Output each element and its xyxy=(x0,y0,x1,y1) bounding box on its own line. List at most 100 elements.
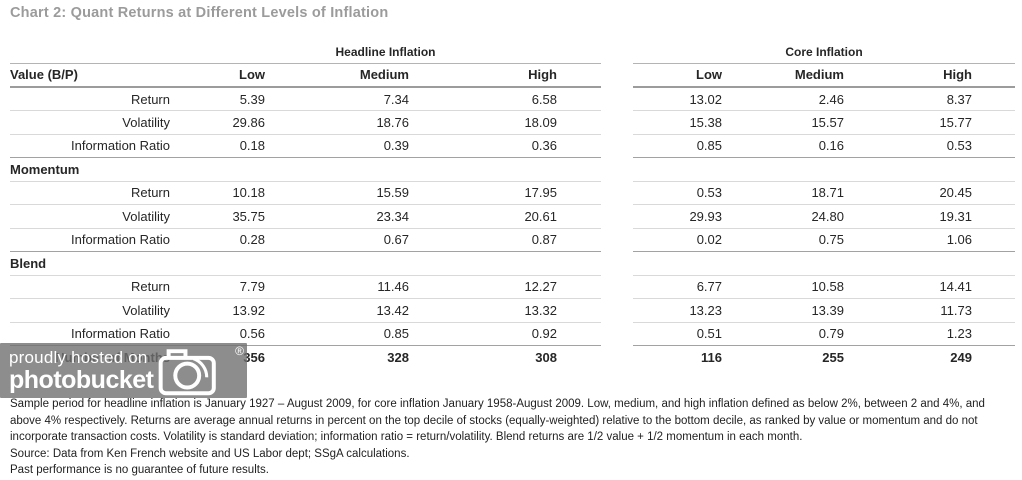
footnote-disclaimer: Past performance is no guarantee of futu… xyxy=(10,464,269,477)
value-cell: 15.59 xyxy=(265,181,409,205)
footnote-line: above 4% respectively. Returns are avera… xyxy=(10,414,978,427)
spacer-cell xyxy=(972,110,1016,135)
value-cell: 0.85 xyxy=(633,134,722,158)
value-cell: 0.02 xyxy=(633,228,722,252)
value-cell: 1.23 xyxy=(844,322,972,346)
watermark-tagline: proudly hosted on xyxy=(9,347,148,367)
spacer-cell xyxy=(972,134,1016,158)
corner-label: Value (B/P) xyxy=(10,63,170,88)
spacer-cell xyxy=(972,204,1016,229)
value-cell: 0.28 xyxy=(170,228,265,252)
table-row: 6.77 10.58 14.41 xyxy=(633,275,1016,299)
row-label: Return xyxy=(10,275,170,299)
value-cell: 13.39 xyxy=(722,298,844,323)
value-cell: 19.31 xyxy=(844,204,972,229)
table-row: Volatility 35.75 23.34 20.61 xyxy=(10,204,602,229)
footnote-line: incorporate transaction costs. Volatilit… xyxy=(10,431,803,444)
spacer-cell xyxy=(972,346,1015,370)
value-cell: 8.37 xyxy=(844,87,972,111)
table-row: Information Ratio 0.28 0.67 0.87 xyxy=(10,228,602,252)
footnote-source: Source: Data from Ken French website and… xyxy=(10,447,410,460)
value-cell: 0.56 xyxy=(170,322,265,346)
group-header-headline: Headline Inflation xyxy=(170,42,602,64)
section-header: Blend xyxy=(10,251,602,276)
spacer-cell xyxy=(557,346,601,370)
value-cell: 2.46 xyxy=(722,87,844,111)
spacer-cell xyxy=(557,110,602,135)
column-header: Medium xyxy=(722,63,844,88)
spacer-cell xyxy=(10,42,170,64)
photobucket-watermark: proudly hosted on photobucket ® xyxy=(0,343,247,398)
section-header: Momentum xyxy=(10,157,602,182)
table-row: Return 10.18 15.59 17.95 xyxy=(10,181,602,205)
value-cell: 29.86 xyxy=(170,110,265,135)
months-cell: 116 xyxy=(701,350,722,365)
value-cell: 0.18 xyxy=(170,134,265,158)
spacer-cell xyxy=(972,228,1016,252)
spacer-cell xyxy=(557,87,602,111)
chart-title: Chart 2: Quant Returns at Different Leve… xyxy=(10,5,389,21)
footer-row: 116 255 249 xyxy=(633,346,1015,370)
value-cell: 13.42 xyxy=(265,298,409,323)
value-cell: 6.77 xyxy=(633,275,722,299)
value-cell: 1.06 xyxy=(844,228,972,252)
section-spacer-row xyxy=(633,251,1016,276)
section-header-row: Momentum xyxy=(10,157,602,182)
row-label: Return xyxy=(10,87,170,111)
value-cell: 23.34 xyxy=(265,204,409,229)
value-cell: 18.76 xyxy=(265,110,409,135)
watermark-brand: photobucket xyxy=(9,365,154,394)
value-cell: 11.73 xyxy=(844,298,972,323)
value-cell: 5.39 xyxy=(170,87,265,111)
value-cell: 20.45 xyxy=(844,181,972,205)
headline-inflation-table: Headline Inflation Value (B/P) Low Mediu… xyxy=(10,42,602,370)
column-header: High xyxy=(409,63,557,88)
table-row: Volatility 13.92 13.42 13.32 xyxy=(10,298,602,323)
table-row: 13.23 13.39 11.73 xyxy=(633,298,1016,323)
registered-mark: ® xyxy=(235,344,244,358)
footnote-line: Sample period for headline inflation is … xyxy=(10,398,985,410)
table-row: 0.85 0.16 0.53 xyxy=(633,134,1016,158)
value-cell: 18.71 xyxy=(722,181,844,205)
value-cell: 12.27 xyxy=(409,275,557,299)
value-cell: 18.09 xyxy=(409,110,557,135)
spacer-cell xyxy=(557,228,602,252)
value-cell: 24.80 xyxy=(722,204,844,229)
months-cell: 255 xyxy=(822,350,844,365)
table-row: Information Ratio 0.56 0.85 0.92 xyxy=(10,322,602,346)
spacer-cell xyxy=(557,298,602,323)
table-row: 15.38 15.57 15.77 xyxy=(633,110,1016,135)
table-row: 0.53 18.71 20.45 xyxy=(633,181,1016,205)
months-cell: 328 xyxy=(387,350,409,365)
value-cell: 13.02 xyxy=(633,87,722,111)
spacer-cell xyxy=(557,63,602,88)
table-row: Return 5.39 7.34 6.58 xyxy=(10,87,602,111)
value-cell: 10.58 xyxy=(722,275,844,299)
months-cell: 308 xyxy=(535,350,557,365)
table-row: 0.02 0.75 1.06 xyxy=(633,228,1016,252)
spacer-cell xyxy=(972,275,1016,299)
footnotes: Sample period for headline inflation is … xyxy=(10,396,1018,479)
table-row: 29.93 24.80 19.31 xyxy=(633,204,1016,229)
value-cell: 29.93 xyxy=(633,204,722,229)
value-cell: 0.85 xyxy=(265,322,409,346)
table-row: 13.02 2.46 8.37 xyxy=(633,87,1016,111)
table-row: 0.51 0.79 1.23 xyxy=(633,322,1016,346)
row-label: Information Ratio xyxy=(10,134,170,158)
value-cell: 10.18 xyxy=(170,181,265,205)
value-cell: 0.87 xyxy=(409,228,557,252)
row-label: Volatility xyxy=(10,110,170,135)
value-cell: 0.39 xyxy=(265,134,409,158)
spacer-cell xyxy=(972,322,1016,346)
spacer-cell xyxy=(972,87,1016,111)
value-cell: 15.38 xyxy=(633,110,722,135)
table-row: Information Ratio 0.18 0.39 0.36 xyxy=(10,134,602,158)
row-label: Volatility xyxy=(10,204,170,229)
section-header-row: Blend xyxy=(10,251,602,276)
table-row: Volatility 29.86 18.76 18.09 xyxy=(10,110,602,135)
value-cell: 0.16 xyxy=(722,134,844,158)
group-header-core: Core Inflation xyxy=(633,42,1016,64)
column-header: Medium xyxy=(265,63,409,88)
value-cell: 20.61 xyxy=(409,204,557,229)
spacer-cell xyxy=(972,181,1016,205)
